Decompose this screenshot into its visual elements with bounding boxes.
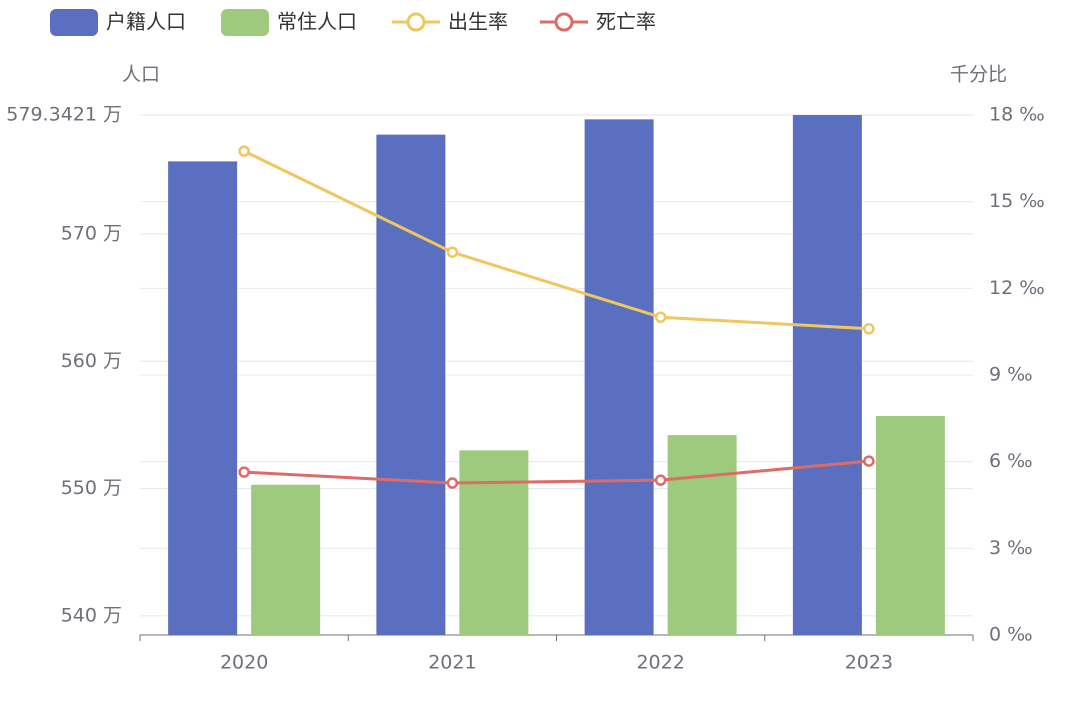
bar <box>251 484 321 635</box>
legend-label: 出生率 <box>448 10 508 34</box>
y-tick-label: 540 万 <box>61 604 122 626</box>
line <box>243 149 869 331</box>
y-tick-label: 579.3421 万 <box>6 104 122 126</box>
bar <box>459 450 529 635</box>
y2-tick-label: 12 ‰ <box>989 277 1045 299</box>
point <box>654 311 667 323</box>
point <box>446 246 459 258</box>
legend-label: 户籍人口 <box>106 10 186 34</box>
y-tick-label: 560 万 <box>61 350 122 372</box>
y2-tick-label: 6 ‰ <box>989 450 1033 472</box>
x-tick-label: 2020 <box>220 652 268 674</box>
legend: 户籍人口 常住人口 出生率 死亡率 <box>50 9 656 36</box>
legend-swatch <box>221 9 269 36</box>
bar <box>875 416 945 635</box>
x-tick-label: 2022 <box>636 652 684 674</box>
x-tick-label: 2023 <box>845 652 893 674</box>
y-tick-label: 570 万 <box>61 222 122 244</box>
y-tick-label: 550 万 <box>61 477 122 499</box>
point <box>238 466 250 478</box>
legend-swatch <box>406 12 426 32</box>
bar <box>168 161 238 635</box>
legend-swatch <box>50 9 98 36</box>
legend-label: 死亡率 <box>596 10 656 34</box>
point <box>863 455 875 467</box>
y2-axis-label: 千分比 <box>950 64 1007 86</box>
line <box>244 459 870 485</box>
bar <box>792 115 862 635</box>
y2-tick-label: 3 ‰ <box>989 537 1033 559</box>
point <box>238 145 250 157</box>
y2-tick-label: 18 ‰ <box>989 104 1045 126</box>
point <box>446 477 459 489</box>
y2-tick-label: 15 ‰ <box>989 190 1045 212</box>
point <box>654 474 667 486</box>
y2-tick-label: 0 ‰ <box>989 624 1033 646</box>
bar <box>584 119 654 636</box>
bar <box>667 435 737 635</box>
y-axis-label: 人口 <box>122 64 160 86</box>
legend-label: 常住人口 <box>277 10 357 34</box>
point <box>863 323 875 335</box>
bar <box>376 134 446 635</box>
x-tick-label: 2021 <box>428 652 476 674</box>
legend-swatch <box>554 12 574 32</box>
y2-tick-label: 9 ‰ <box>989 364 1033 386</box>
